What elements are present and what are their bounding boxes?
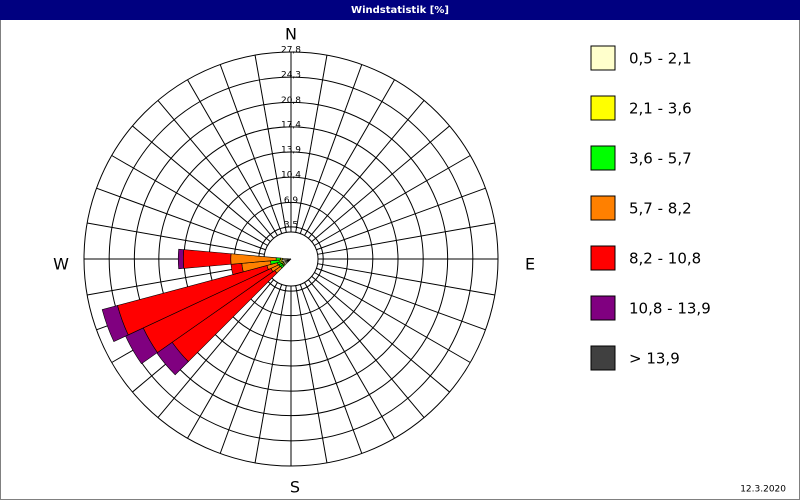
date: 12.3.2020 bbox=[740, 485, 786, 495]
spoke bbox=[314, 155, 471, 246]
spoke bbox=[254, 55, 287, 233]
spoke bbox=[314, 272, 471, 363]
spoke bbox=[254, 285, 287, 463]
spoke bbox=[157, 279, 275, 418]
legend-label: 8,2 - 10,8 bbox=[629, 250, 701, 268]
legend-label: 10,8 - 13,9 bbox=[629, 300, 711, 318]
legend-swatch bbox=[590, 145, 616, 171]
r-tick-label: 13,9 bbox=[281, 146, 301, 156]
spoke bbox=[132, 125, 271, 243]
spoke bbox=[316, 187, 486, 251]
compass-w: W bbox=[53, 255, 69, 274]
spoke bbox=[111, 155, 268, 246]
r-tick-label: 10,4 bbox=[281, 171, 301, 181]
r-tick-label: 17,4 bbox=[281, 120, 301, 130]
wedge bbox=[101, 305, 129, 343]
legend-label: 2,1 - 3,6 bbox=[629, 100, 692, 118]
compass-e: E bbox=[525, 255, 535, 274]
spoke bbox=[311, 275, 450, 393]
r-tick-label: 24,3 bbox=[281, 71, 301, 81]
r-tick-label: 3,5 bbox=[284, 220, 298, 230]
spoke bbox=[96, 187, 266, 251]
legend-swatch bbox=[590, 295, 616, 321]
chart-title: Windstatistik [%] bbox=[351, 5, 449, 16]
spoke bbox=[316, 267, 486, 331]
spoke bbox=[317, 222, 495, 255]
legend-swatch bbox=[590, 195, 616, 221]
spoke bbox=[187, 79, 278, 236]
legend-label: 3,6 - 5,7 bbox=[629, 150, 692, 168]
wedge bbox=[280, 257, 283, 261]
r-tick-label: 20,8 bbox=[281, 96, 301, 106]
compass-s: S bbox=[290, 478, 300, 497]
spoke bbox=[304, 282, 395, 439]
spoke bbox=[157, 100, 275, 239]
spoke bbox=[307, 100, 425, 239]
compass-n: N bbox=[285, 25, 297, 44]
legend-swatch bbox=[590, 345, 616, 371]
title-bar bbox=[0, 0, 800, 20]
spoke bbox=[317, 263, 495, 296]
r-tick-label: 27,8 bbox=[281, 46, 301, 56]
spoke bbox=[187, 282, 278, 439]
legend-label: 5,7 - 8,2 bbox=[629, 200, 692, 218]
spoke bbox=[219, 284, 283, 454]
legend-label: 0,5 - 2,1 bbox=[629, 50, 692, 68]
legend-swatch bbox=[590, 95, 616, 121]
wedge bbox=[275, 257, 281, 261]
legend-label: > 13,9 bbox=[629, 350, 680, 368]
spoke bbox=[299, 64, 363, 234]
spoke bbox=[307, 279, 425, 418]
legend-swatch bbox=[590, 245, 616, 271]
spoke bbox=[295, 285, 328, 463]
spoke bbox=[311, 125, 450, 243]
spoke bbox=[304, 79, 395, 236]
r-tick-label: 6,9 bbox=[284, 196, 299, 206]
legend-swatch bbox=[590, 45, 616, 71]
spoke bbox=[87, 222, 265, 255]
spoke bbox=[219, 64, 283, 234]
spoke bbox=[295, 55, 328, 233]
wedge bbox=[177, 248, 185, 270]
spoke bbox=[299, 284, 363, 454]
